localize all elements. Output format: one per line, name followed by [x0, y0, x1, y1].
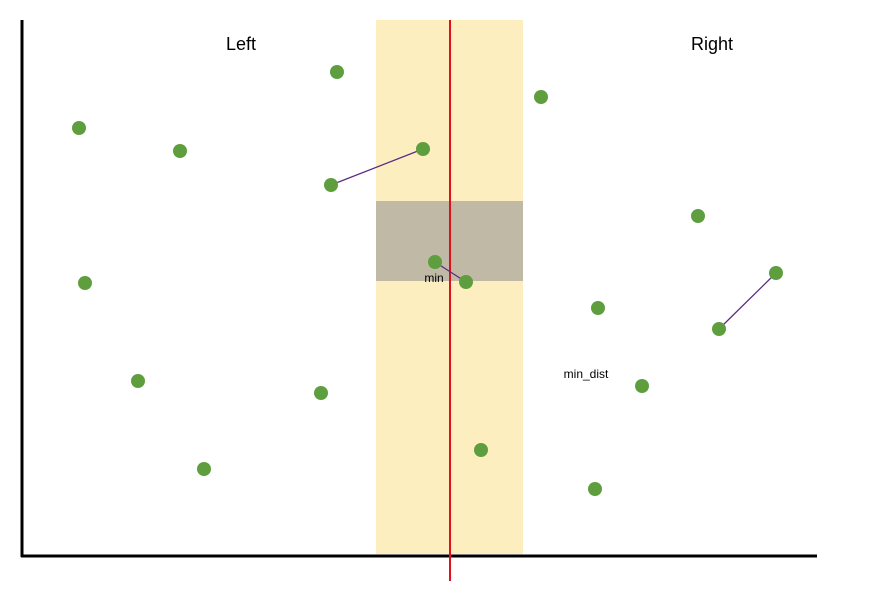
link	[718, 272, 777, 330]
point	[131, 374, 145, 388]
point	[459, 275, 473, 289]
left-label: Left	[226, 34, 256, 54]
point	[72, 121, 86, 135]
point	[691, 209, 705, 223]
right-label: Right	[691, 34, 733, 54]
point	[416, 142, 430, 156]
points	[72, 65, 783, 496]
point	[534, 90, 548, 104]
point	[769, 266, 783, 280]
point	[173, 144, 187, 158]
point	[428, 255, 442, 269]
point	[78, 276, 92, 290]
min-label: min	[424, 271, 443, 285]
point	[324, 178, 338, 192]
point	[314, 386, 328, 400]
point	[330, 65, 344, 79]
point	[712, 322, 726, 336]
point	[591, 301, 605, 315]
point	[474, 443, 488, 457]
point	[197, 462, 211, 476]
point	[588, 482, 602, 496]
min-dist-label: min_dist	[564, 367, 609, 381]
point	[635, 379, 649, 393]
link	[330, 148, 424, 186]
